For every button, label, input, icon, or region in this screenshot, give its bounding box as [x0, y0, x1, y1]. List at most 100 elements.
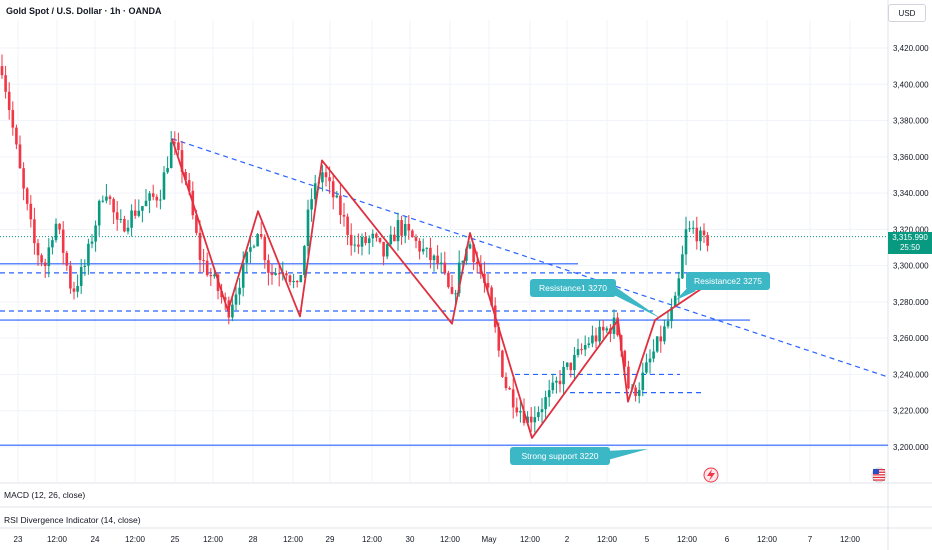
- price-tick-label: 3,360.000: [893, 153, 929, 162]
- candle-body: [76, 285, 79, 292]
- time-tick-label: 2: [565, 535, 570, 544]
- candle-body: [249, 247, 252, 252]
- candle-body: [425, 247, 429, 249]
- candle-body: [169, 142, 173, 168]
- symbol-title[interactable]: Gold Spot / U.S. Dollar · 1h · OANDA: [6, 6, 162, 16]
- candle-body: [295, 280, 299, 283]
- candle-body: [439, 262, 443, 264]
- candle-body: [97, 200, 101, 226]
- flag-stripe: [873, 474, 885, 476]
- candle-body: [583, 345, 587, 350]
- candle-body: [691, 227, 695, 229]
- candle-body: [209, 275, 213, 277]
- us-flag-icon: [871, 467, 887, 483]
- last-price-tag: 3,315.990 25:50: [888, 232, 932, 254]
- callout-pointer: [604, 449, 648, 461]
- time-tick-label: 6: [725, 535, 730, 544]
- rsi-indicator-label[interactable]: RSI Divergence Indicator (14, close): [4, 515, 141, 525]
- candle-body: [288, 275, 292, 283]
- candle-body: [285, 273, 288, 276]
- price-tick-label: 3,400.000: [893, 80, 929, 89]
- price-tick-label: 3,220.000: [893, 407, 929, 416]
- candle-body: [450, 287, 454, 294]
- candle-body: [522, 410, 526, 424]
- time-tick-label: 12:00: [47, 535, 68, 544]
- candle-body: [418, 240, 421, 252]
- candle-body: [407, 224, 411, 231]
- candle-body: [447, 272, 450, 288]
- time-tick-label: 12:00: [520, 535, 541, 544]
- time-tick-label: 25: [171, 535, 180, 544]
- candle-body: [72, 288, 76, 292]
- candle-body: [659, 336, 663, 342]
- candle-body: [18, 144, 22, 169]
- candle-body: [252, 246, 256, 248]
- candle-body: [213, 274, 216, 277]
- candle-body: [648, 358, 652, 363]
- candle-body: [51, 240, 54, 248]
- candle-body: [198, 232, 202, 260]
- candle-body: [36, 243, 40, 256]
- candle-body: [652, 351, 655, 359]
- time-tick-label: 12:00: [840, 535, 861, 544]
- candle-body: [313, 183, 317, 200]
- candle-body: [501, 350, 504, 377]
- time-tick-label: 12:00: [283, 535, 304, 544]
- candle-body: [580, 349, 583, 351]
- candle-body: [385, 244, 389, 257]
- candle-body: [177, 142, 180, 151]
- candle-body: [263, 236, 267, 261]
- candle-countdown: 25:50: [899, 243, 921, 252]
- candle-body: [328, 177, 331, 182]
- time-tick-label: 24: [91, 535, 100, 544]
- candle-body: [436, 255, 439, 264]
- candle-body: [641, 372, 645, 390]
- resistance1-label: Resistance1 3270: [530, 279, 660, 318]
- candle-body: [137, 210, 141, 216]
- price-tick-label: 3,420.000: [893, 44, 929, 53]
- candle-body: [569, 362, 573, 371]
- macd-indicator-label[interactable]: MACD (12, 26, close): [4, 490, 86, 500]
- candle-body: [119, 218, 123, 220]
- candle-body: [256, 234, 259, 247]
- candle-body: [375, 233, 378, 238]
- candle-body: [245, 251, 249, 263]
- candle-body: [551, 382, 555, 391]
- flag-canton: [873, 469, 879, 474]
- candle-body: [101, 200, 105, 202]
- callout-box: [530, 279, 616, 297]
- candle-body: [277, 273, 281, 275]
- time-tick-label: 12:00: [203, 535, 224, 544]
- currency-button[interactable]: USD: [888, 4, 926, 22]
- candle-body: [645, 362, 648, 373]
- time-tick-label: 12:00: [677, 535, 698, 544]
- candle-body: [432, 255, 436, 261]
- candle-body: [155, 196, 159, 201]
- candle-body: [637, 389, 641, 396]
- callout-box: [510, 447, 610, 465]
- candle-body: [673, 295, 677, 308]
- candle-body: [393, 234, 396, 242]
- candle-body: [299, 275, 303, 283]
- candle-body: [695, 227, 699, 242]
- bottom-icons: [703, 467, 887, 483]
- candle-body: [443, 262, 447, 273]
- candle-body: [544, 397, 547, 410]
- candle-body: [162, 172, 166, 200]
- candlesticks: [0, 54, 709, 433]
- candle-body: [144, 200, 148, 207]
- candle-body: [310, 199, 313, 210]
- support-label: Strong support 3220: [510, 447, 648, 465]
- price-tick-label: 3,260.000: [893, 334, 929, 343]
- candle-body: [173, 142, 177, 144]
- candle-body: [7, 91, 11, 111]
- candle-body: [292, 280, 295, 283]
- candle-body: [511, 389, 515, 408]
- candle-body: [223, 297, 227, 301]
- candle-body: [339, 195, 342, 216]
- candle-body: [65, 252, 69, 266]
- candle-body: [205, 260, 209, 276]
- candle-body: [594, 335, 598, 342]
- candle-body: [429, 247, 432, 261]
